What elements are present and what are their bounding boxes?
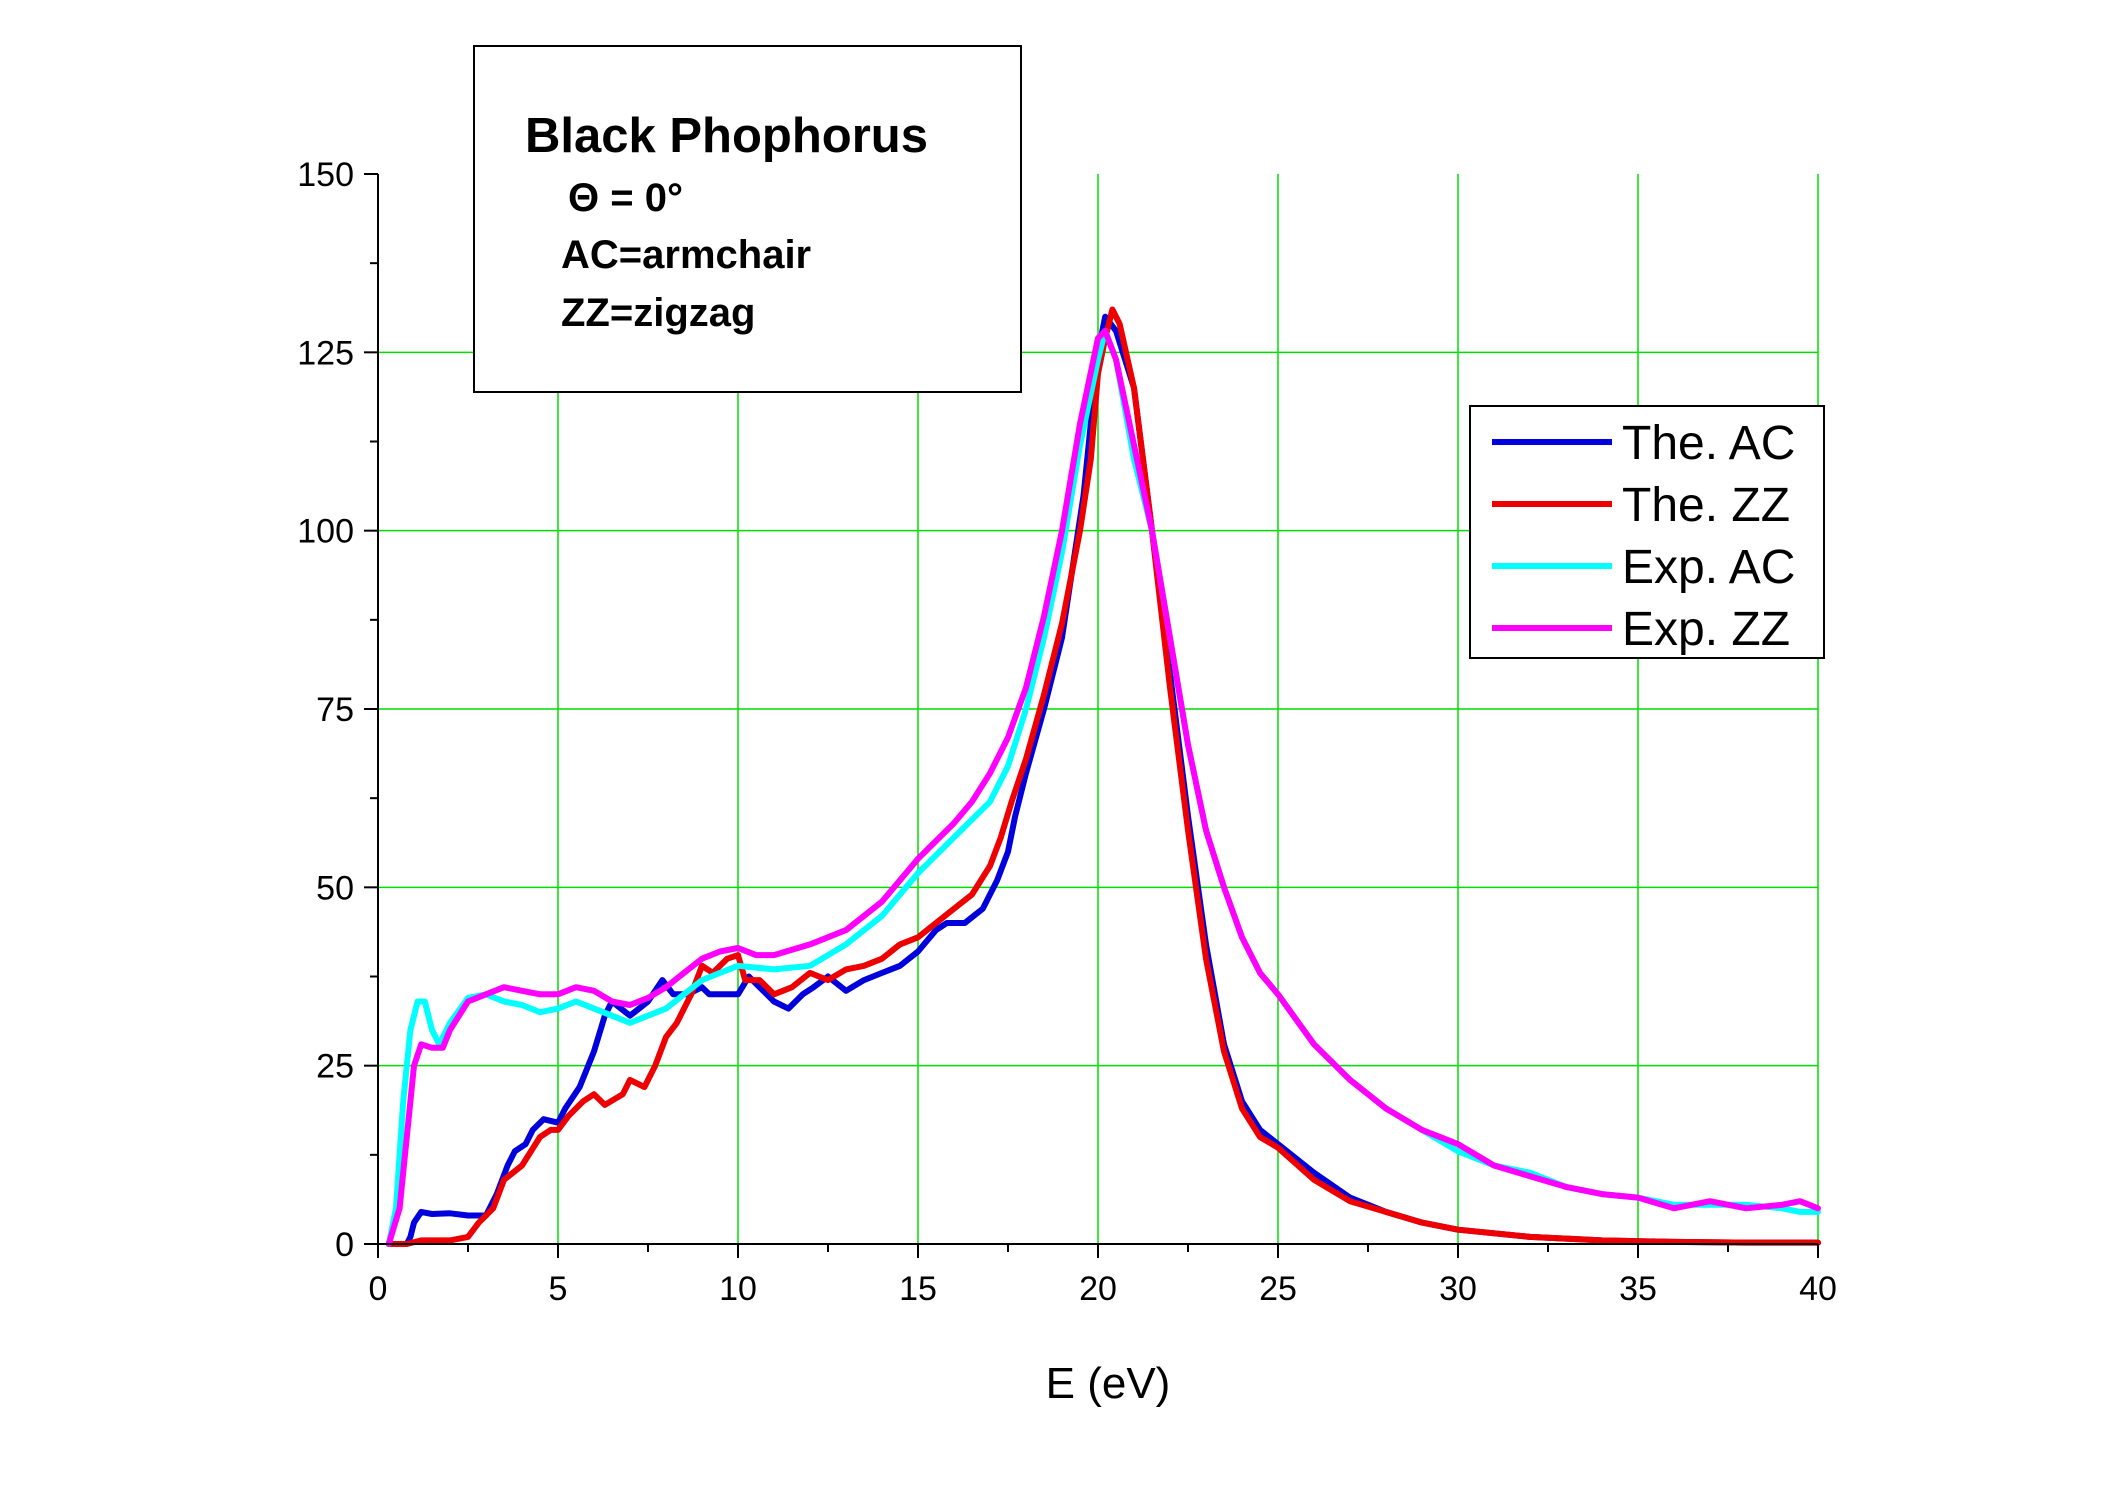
x-tick-label: 25	[1259, 1270, 1297, 1308]
legend: The. AC The. ZZ Exp. AC Exp. ZZ	[1469, 405, 1825, 659]
legend-label-exp-zz: Exp. ZZ	[1622, 603, 1790, 656]
x-tick-label: 30	[1439, 1270, 1477, 1308]
x-tick-label: 15	[899, 1270, 937, 1308]
y-tick-label: 0	[335, 1226, 354, 1264]
x-tick-label: 10	[719, 1270, 757, 1308]
y-tick-label: 125	[297, 334, 354, 372]
x-tick-label: 0	[369, 1270, 388, 1308]
y-tick-label: 150	[297, 156, 354, 194]
y-tick-label: 50	[316, 869, 354, 907]
legend-label-the-ac: The. AC	[1622, 417, 1795, 470]
series-line-the-zz	[385, 306, 1821, 1247]
y-tick-label: 100	[297, 513, 354, 551]
x-tick-label: 20	[1079, 1270, 1117, 1308]
series-line-exp-zz	[385, 327, 1821, 1247]
annotation-box: Black Phophorus Θ = 0° AC=armchair ZZ=zi…	[473, 45, 1022, 393]
annotation-zz: ZZ=zigzag	[561, 291, 755, 335]
legend-label-exp-ac: Exp. AC	[1622, 541, 1795, 594]
tick-labels: 0 5 10 15 20 25 30 35 40 0 25 50 75 100 125 150	[297, 156, 1837, 1308]
annotation-ac: AC=armchair	[561, 233, 811, 277]
series-lines	[385, 306, 1821, 1247]
annotation-title: Black Phophorus	[525, 109, 928, 163]
x-tick-label: 35	[1619, 1270, 1657, 1308]
y-tick-label: 25	[316, 1048, 354, 1086]
legend-frame	[1469, 405, 1825, 659]
x-tick-label: 40	[1799, 1270, 1837, 1308]
annotation-theta: Θ = 0°	[568, 176, 683, 220]
axes	[364, 173, 1819, 1258]
annotation-frame	[473, 45, 1022, 393]
legend-label-the-zz: The. ZZ	[1622, 479, 1790, 532]
x-axis-title: E (eV)	[1046, 1359, 1171, 1408]
series-line-exp-ac	[385, 327, 1821, 1247]
y-tick-label: 75	[316, 691, 354, 729]
x-tick-label: 5	[549, 1270, 568, 1308]
